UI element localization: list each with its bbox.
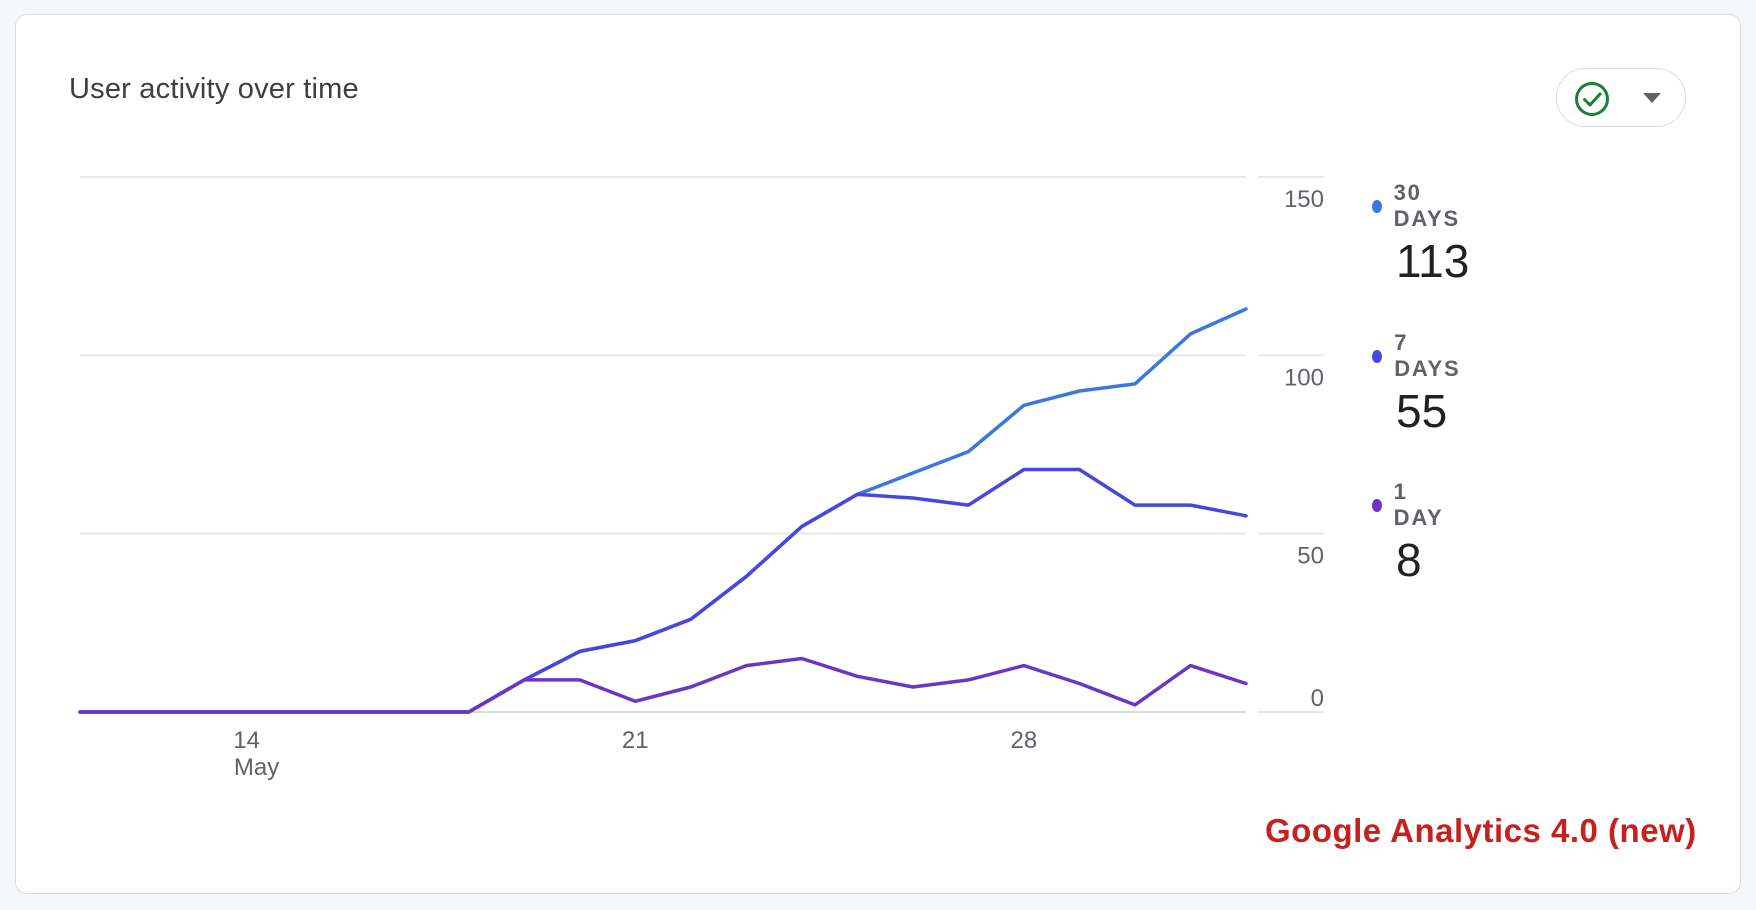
legend-item: 1 DAY 8 bbox=[1372, 479, 1447, 586]
legend-label: 1 DAY bbox=[1393, 479, 1444, 530]
legend-dot-icon bbox=[1372, 498, 1382, 512]
check-circle-icon bbox=[1575, 82, 1609, 116]
x-tick-label: 14 bbox=[233, 727, 260, 754]
legend-label: 30 DAYS bbox=[1393, 180, 1460, 231]
watermark-text: Google Analytics 4.0 (new) bbox=[1265, 812, 1697, 849]
y-tick-label: 0 bbox=[1311, 685, 1324, 712]
legend-value: 55 bbox=[1396, 385, 1448, 437]
status-dropdown-button[interactable] bbox=[1556, 68, 1686, 127]
series-line-7-days bbox=[78, 467, 1248, 714]
series-line-1-day bbox=[78, 656, 1248, 714]
x-tick-label: 28 bbox=[1011, 727, 1038, 754]
x-tick-label: 21 bbox=[622, 727, 649, 754]
y-tick-label: 150 bbox=[1284, 186, 1324, 213]
legend-header: 1 DAY bbox=[1372, 479, 1447, 531]
legend-dot-icon bbox=[1372, 199, 1382, 213]
legend-value: 113 bbox=[1396, 235, 1470, 287]
card-title: User activity over time bbox=[69, 73, 359, 105]
gridlines bbox=[80, 176, 1324, 713]
legend-item: 7 DAYS 55 bbox=[1372, 330, 1463, 437]
y-tick-label: 50 bbox=[1297, 543, 1324, 570]
user-activity-card: User activity over time bbox=[15, 14, 1741, 894]
y-tick-label: 100 bbox=[1284, 364, 1324, 391]
legend-value: 8 bbox=[1396, 534, 1422, 586]
legend-header: 7 DAYS bbox=[1372, 330, 1463, 382]
series-lines bbox=[78, 307, 1248, 714]
caret-down-icon bbox=[1643, 93, 1661, 103]
y-axis-ticks: 0 50 100 150 bbox=[1284, 186, 1324, 712]
legend-dot-icon bbox=[1372, 349, 1383, 363]
legend-label: 7 DAYS bbox=[1394, 330, 1461, 381]
series-line-30-days bbox=[78, 307, 1248, 714]
legend-header: 30 DAYS bbox=[1372, 180, 1469, 232]
x-tick-sublabel: May bbox=[234, 754, 279, 781]
legend-item: 30 DAYS 113 bbox=[1372, 180, 1469, 287]
